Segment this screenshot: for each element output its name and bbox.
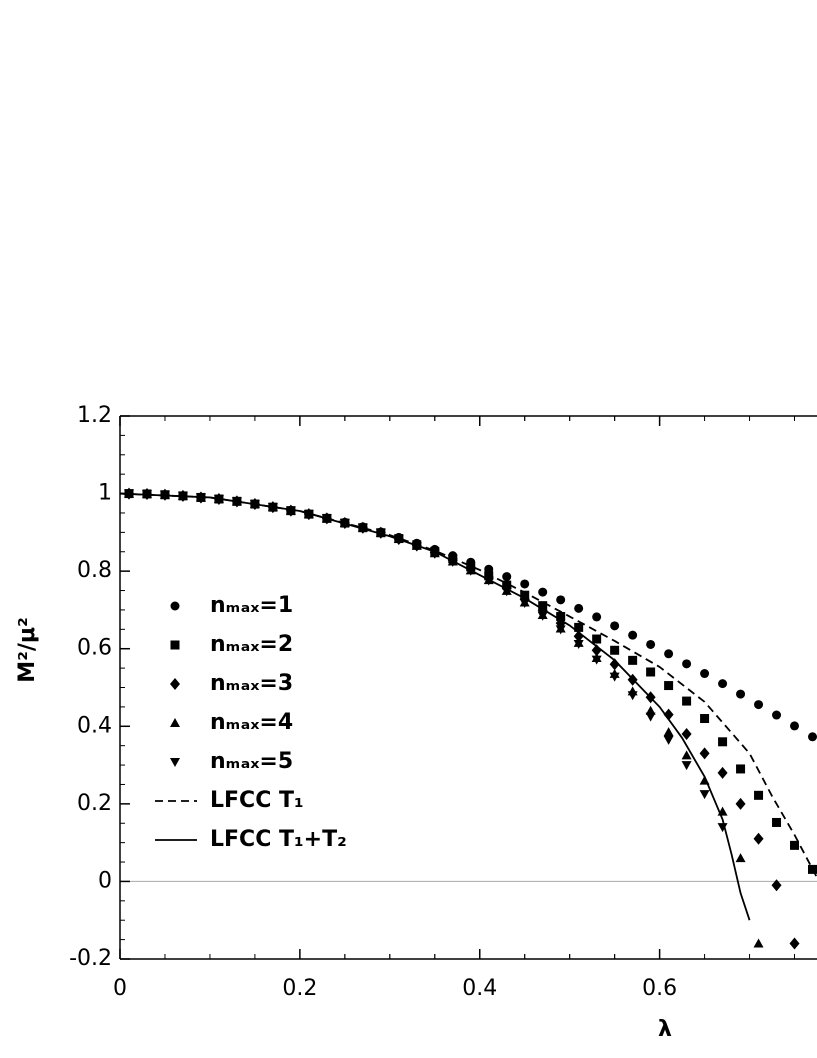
- x-tick-label: 0.6: [642, 976, 677, 1001]
- marker: [681, 761, 692, 771]
- marker: [681, 750, 692, 760]
- marker: [735, 853, 746, 863]
- legend-label: LFCC T₁: [210, 788, 304, 813]
- marker: [429, 549, 440, 559]
- x-tick-label: 0.4: [462, 976, 497, 1001]
- marker: [753, 832, 764, 845]
- legend-marker: [170, 601, 180, 611]
- legend-label: nₘₐₓ=4: [210, 710, 293, 735]
- marker: [790, 840, 800, 850]
- marker: [754, 790, 764, 800]
- marker: [574, 622, 584, 632]
- marker: [663, 735, 674, 745]
- line: [119, 492, 751, 921]
- marker: [699, 747, 710, 760]
- marker: [682, 696, 692, 706]
- legend-marker: [170, 678, 180, 690]
- marker: [664, 649, 674, 659]
- marker: [645, 712, 656, 722]
- marker: [627, 691, 638, 701]
- marker: [754, 700, 764, 710]
- marker: [700, 669, 710, 679]
- legend-marker: [170, 758, 180, 767]
- marker: [610, 645, 620, 655]
- marker: [771, 879, 782, 892]
- x-axis-label: λ: [658, 1017, 672, 1042]
- marker: [592, 612, 602, 622]
- marker: [556, 595, 566, 605]
- x-tick-label: 0.2: [282, 976, 317, 1001]
- marker: [645, 705, 656, 715]
- marker: [736, 689, 746, 699]
- y-tick-label: 0.6: [77, 636, 112, 661]
- marker: [646, 639, 656, 649]
- y-axis-label: M²/μ²: [15, 617, 40, 682]
- marker: [772, 817, 782, 827]
- marker: [646, 667, 656, 677]
- marker: [718, 679, 728, 689]
- marker: [538, 587, 548, 597]
- y-tick-label: 0.4: [77, 713, 112, 738]
- y-tick-label: 1.2: [77, 403, 112, 428]
- legend-label: nₘₐₓ=3: [210, 671, 293, 696]
- legend-label: nₘₐₓ=2: [210, 632, 293, 657]
- marker: [609, 658, 620, 671]
- marker: [717, 823, 728, 833]
- legend-label: LFCC T₁+T₂: [210, 827, 347, 852]
- marker: [555, 625, 566, 635]
- marker: [609, 672, 620, 682]
- marker: [753, 938, 764, 948]
- marker: [519, 598, 530, 608]
- marker: [537, 611, 548, 621]
- marker: [663, 708, 674, 721]
- marker: [718, 737, 728, 747]
- marker: [628, 655, 638, 665]
- marker: [574, 603, 584, 613]
- marker: [789, 937, 800, 950]
- marker: [700, 714, 710, 724]
- marker: [663, 727, 674, 737]
- legend-label: nₘₐₓ=5: [210, 749, 293, 774]
- marker: [556, 612, 566, 622]
- marker: [790, 721, 800, 731]
- marker: [573, 640, 584, 650]
- y-tick-label: -0.2: [69, 946, 112, 971]
- marker: [591, 655, 602, 665]
- y-tick-label: 0.8: [77, 558, 112, 583]
- marker: [717, 766, 728, 779]
- marker: [502, 572, 512, 582]
- y-tick-label: 1: [98, 481, 112, 506]
- marker: [520, 579, 530, 589]
- marker: [681, 728, 692, 741]
- marker: [772, 710, 782, 720]
- marker: [664, 681, 674, 691]
- legend-label: nₘₐₓ=1: [210, 593, 293, 618]
- marker: [699, 790, 710, 800]
- marker: [682, 659, 692, 669]
- y-tick-label: 0: [98, 868, 112, 893]
- marker: [628, 630, 638, 640]
- marker: [610, 621, 620, 631]
- marker: [808, 732, 817, 742]
- legend-marker: [170, 640, 180, 650]
- marker: [736, 764, 746, 774]
- marker: [735, 797, 746, 810]
- x-tick-label: 0: [113, 976, 127, 1001]
- legend-marker: [170, 718, 180, 727]
- marker: [592, 634, 602, 644]
- y-tick-label: 0.2: [77, 791, 112, 816]
